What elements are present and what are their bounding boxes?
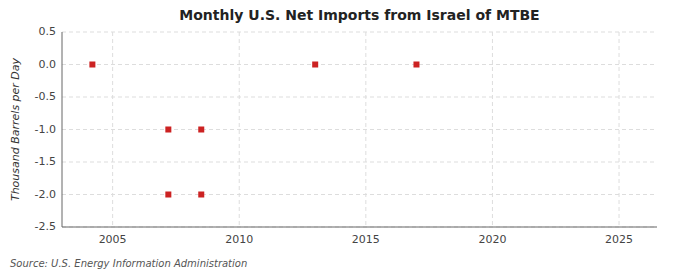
grid-line bbox=[62, 129, 657, 130]
grid bbox=[62, 32, 657, 227]
grid-line bbox=[62, 32, 657, 33]
y-axis-label: Thousand Barrels per Day bbox=[9, 57, 22, 201]
point bbox=[312, 62, 318, 68]
y-tick-label: -2.5 bbox=[35, 220, 56, 233]
point bbox=[198, 192, 204, 198]
source: Source: U.S. Energy Information Administ… bbox=[10, 258, 247, 269]
points bbox=[89, 62, 419, 198]
y-tick-label: -1.0 bbox=[35, 123, 56, 136]
y-tick-label: -0.5 bbox=[35, 90, 56, 103]
grid-line bbox=[62, 227, 657, 228]
x-tick-label: 2010 bbox=[225, 233, 253, 246]
y-tick-label: 0.5 bbox=[39, 25, 57, 38]
x-tick-label: 2020 bbox=[478, 233, 506, 246]
grid-line bbox=[62, 194, 657, 195]
chart: 0.5 0.0 -0.5 -1.0 -1.5 -2.0 -2.5 2005 2010 2015 20… bbox=[0, 0, 675, 275]
point bbox=[165, 192, 171, 198]
grid-line bbox=[62, 64, 657, 65]
grid-line bbox=[365, 32, 366, 227]
y-tick-label: -1.5 bbox=[35, 155, 56, 168]
y-tick-label: -2.0 bbox=[35, 188, 56, 201]
grid-line bbox=[239, 32, 240, 227]
x-tick-label: 2005 bbox=[99, 233, 127, 246]
y-axis-line bbox=[62, 32, 63, 227]
grid-line bbox=[62, 97, 657, 98]
title: Monthly U.S. Net Imports from Israel of … bbox=[179, 7, 539, 23]
point bbox=[89, 62, 95, 68]
y-tick-label: 0.0 bbox=[39, 58, 57, 71]
plot-area bbox=[62, 32, 657, 227]
point bbox=[165, 127, 171, 133]
grid-line bbox=[492, 32, 493, 227]
x-tick-label: 2015 bbox=[352, 233, 380, 246]
x-axis-line bbox=[62, 227, 657, 228]
x-tick-label: 2025 bbox=[605, 233, 633, 246]
grid-line bbox=[62, 162, 657, 163]
grid-line bbox=[112, 32, 113, 227]
point bbox=[413, 62, 419, 68]
point bbox=[198, 127, 204, 133]
grid-line bbox=[619, 32, 620, 227]
axes: 0.5 0.0 -0.5 -1.0 -1.5 -2.0 -2.5 2005 2010 2015 20… bbox=[35, 25, 657, 246]
